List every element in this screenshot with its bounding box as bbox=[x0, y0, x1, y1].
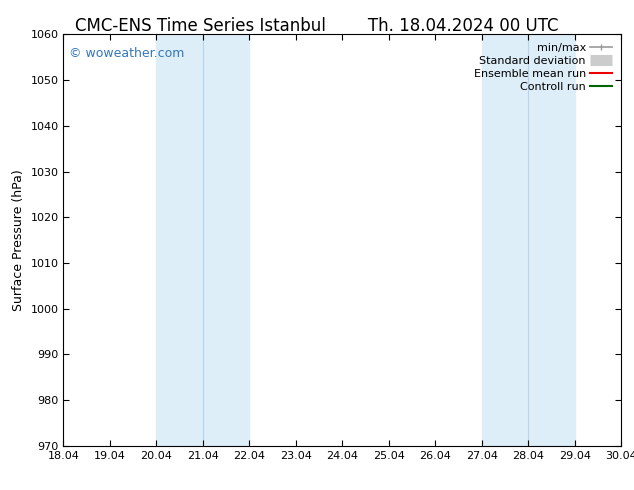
Legend: min/max, Standard deviation, Ensemble mean run, Controll run: min/max, Standard deviation, Ensemble me… bbox=[470, 40, 616, 95]
Bar bbox=[157, 34, 249, 446]
Text: © woweather.com: © woweather.com bbox=[69, 47, 184, 60]
Text: CMC-ENS Time Series Istanbul        Th. 18.04.2024 00 UTC: CMC-ENS Time Series Istanbul Th. 18.04.2… bbox=[75, 17, 559, 35]
Y-axis label: Surface Pressure (hPa): Surface Pressure (hPa) bbox=[12, 169, 25, 311]
Bar bbox=[482, 34, 575, 446]
